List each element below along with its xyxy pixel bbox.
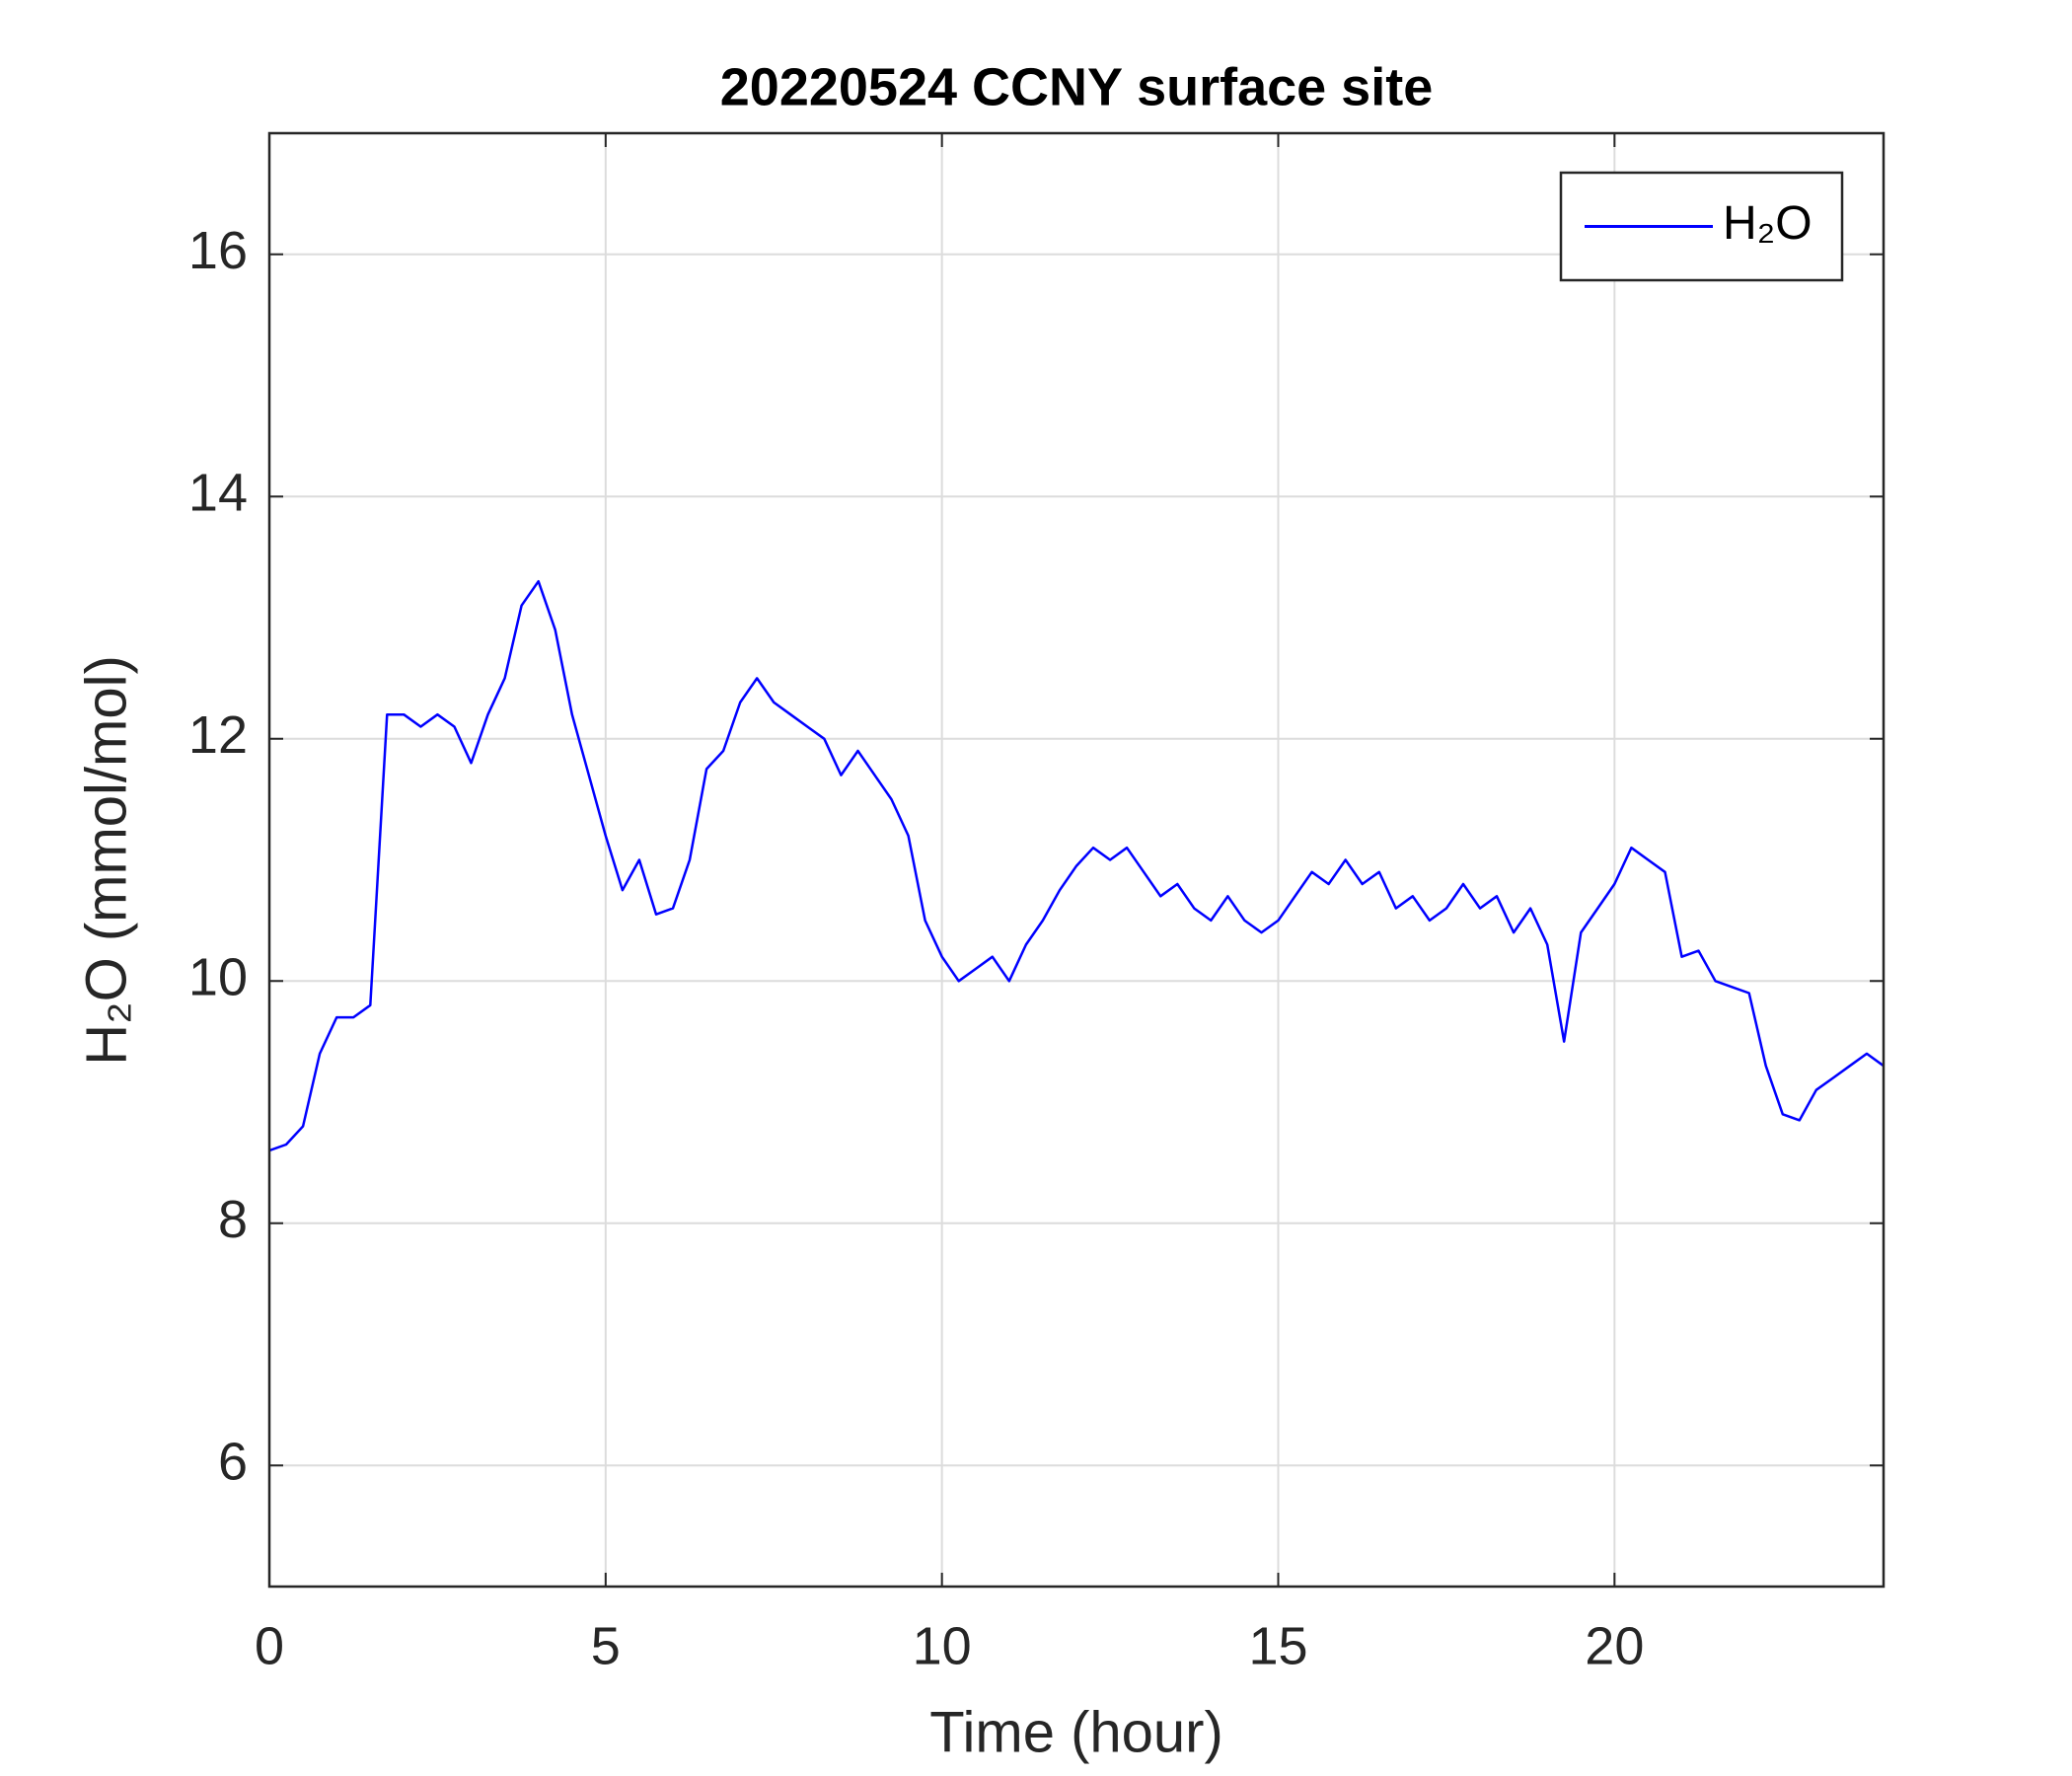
legend: H₂O bbox=[1559, 171, 1844, 282]
x-tick-label: 20 bbox=[1585, 1616, 1644, 1675]
data-line bbox=[268, 579, 1885, 1152]
chart-title: 20220524 CCNY surface site bbox=[720, 57, 1433, 116]
plot-area bbox=[268, 579, 1885, 1152]
y-tick-label: 12 bbox=[188, 705, 248, 765]
axes-box bbox=[267, 131, 1886, 1589]
y-tick-label: 14 bbox=[188, 464, 248, 523]
x-tick-label: 0 bbox=[255, 1616, 284, 1675]
x-tick-label: 5 bbox=[591, 1616, 621, 1675]
y-tick-label: 6 bbox=[218, 1433, 248, 1492]
y-tick-label: 10 bbox=[188, 948, 248, 1007]
legend-label: H₂O bbox=[1723, 197, 1813, 250]
y-tick-label: 8 bbox=[218, 1190, 248, 1249]
y-tick-label: 16 bbox=[188, 221, 248, 280]
x-tick-label: 10 bbox=[913, 1616, 972, 1675]
axes: 0 5 10 15 20 6 8 10 12 14 16 bbox=[188, 131, 1886, 1675]
x-axis-label: Time (hour) bbox=[929, 1700, 1223, 1764]
y-axis-label: H₂O (mmol/mol) bbox=[74, 655, 138, 1066]
x-tick-label: 15 bbox=[1248, 1616, 1307, 1675]
